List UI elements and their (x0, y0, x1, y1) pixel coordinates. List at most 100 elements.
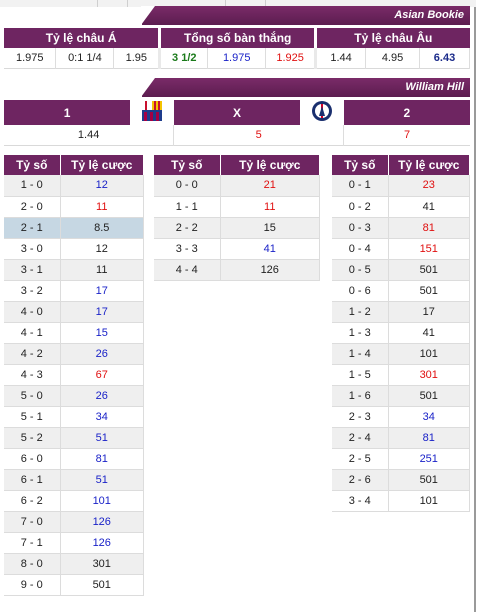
away-team-logo (300, 100, 344, 125)
table-row: 0 - 0 21 (154, 175, 320, 197)
total-goals-header: Tổng số bàn thắng (159, 28, 318, 48)
odds-cell: 12 (60, 238, 144, 260)
draw-header: X (173, 100, 301, 125)
score-cell: 0 - 6 (332, 280, 389, 302)
euro-odds-header: Tỷ lệ châu Âu (315, 28, 470, 48)
odds-cell: 23 (388, 175, 470, 197)
odds-col-header: Tỷ lệ cược (60, 155, 144, 175)
odds-cell: 151 (388, 238, 470, 260)
score-cell: 6 - 2 (4, 490, 61, 512)
score-cell: 2 - 4 (332, 427, 389, 449)
table-row: 5 - 2 51 (4, 427, 144, 449)
score-col-header: Tỷ số (154, 155, 221, 175)
odds-cell: 501 (60, 574, 144, 596)
odds-cell: 26 (60, 343, 144, 365)
score-cell: 1 - 0 (4, 175, 61, 197)
odds-cell: 51 (60, 427, 144, 449)
table-row: 3 - 1 11 (4, 259, 144, 281)
score-cell: 0 - 0 (154, 175, 221, 197)
odds-col-header: Tỷ lệ cược (220, 155, 320, 175)
odds-col-header: Tỷ lệ cược (388, 155, 470, 175)
odds-cell: 17 (388, 301, 470, 323)
away-win-header: 2 (343, 100, 470, 125)
score-cell: 8 - 0 (4, 553, 61, 575)
odds-cell: 21 (220, 175, 320, 197)
home-win-header: 1 (4, 100, 131, 125)
score-cell: 1 - 3 (332, 322, 389, 344)
score-cell: 2 - 5 (332, 448, 389, 470)
odds-cell: 8.5 (60, 217, 144, 239)
table-row: 4 - 3 67 (4, 364, 144, 386)
odds-cell: 301 (60, 553, 144, 575)
table-row: 3 - 4 101 (332, 490, 470, 512)
score-cell: 1 - 2 (332, 301, 389, 323)
odds-cell: 301 (388, 364, 470, 386)
odds-cell: 12 (60, 175, 144, 197)
table-row: 2 - 2 15 (154, 217, 320, 239)
score-cell: 0 - 2 (332, 196, 389, 218)
score-cell: 3 - 4 (332, 490, 389, 512)
odds-cell: 15 (220, 217, 320, 239)
odds-cell: 41 (388, 322, 470, 344)
home-team-logo (130, 100, 174, 125)
asian-odds-away: 1.95 (113, 48, 162, 68)
home-win-odds: 1.44 (4, 125, 175, 145)
score-cell: 2 - 3 (332, 406, 389, 428)
odds-cell: 26 (60, 385, 144, 407)
score-cell: 1 - 1 (154, 196, 221, 218)
table-row: 2 - 1 8.5 (4, 217, 144, 239)
score-col-header: Tỷ số (4, 155, 61, 175)
asian-bookie-odds-table: Tỷ lệ châu Á Tổng số bàn thắng Tỷ lệ châ… (4, 28, 470, 69)
table-row: 2 - 4 81 (332, 427, 470, 449)
table-row: 6 - 1 51 (4, 469, 144, 491)
odds-cell: 501 (388, 280, 470, 302)
asian-handicap-line: 0:1 1/4 (55, 48, 115, 68)
asian-handicap-header: Tỷ lệ châu Á (4, 28, 162, 48)
table-row: 0 - 3 81 (332, 217, 470, 239)
score-cell: 3 - 2 (4, 280, 61, 302)
score-cell: 4 - 2 (4, 343, 61, 365)
tab[interactable] (0, 0, 98, 7)
score-cell: 0 - 5 (332, 259, 389, 281)
tab[interactable] (226, 0, 266, 7)
table-row: 1 - 5 301 (332, 364, 470, 386)
table-row: 3 - 2 17 (4, 280, 144, 302)
table-row: 4 - 1 15 (4, 322, 144, 344)
table-row: 2 - 3 34 (332, 406, 470, 428)
tab[interactable] (128, 0, 226, 7)
score-cell: 4 - 4 (154, 259, 221, 281)
table-row: 4 - 2 26 (4, 343, 144, 365)
odds-cell: 11 (60, 259, 144, 281)
score-cell: 5 - 1 (4, 406, 61, 428)
score-cell: 0 - 3 (332, 217, 389, 239)
table-row: 5 - 0 26 (4, 385, 144, 407)
away-win-odds: 7 (343, 125, 470, 145)
table-row: 0 - 6 501 (332, 280, 470, 302)
total-goals-under: 1.925 (265, 48, 318, 68)
euro-odds-home: 1.44 (315, 48, 367, 68)
odds-cell: 126 (60, 532, 144, 554)
odds-cell: 101 (388, 490, 470, 512)
tab[interactable] (98, 0, 128, 7)
odds-cell: 251 (388, 448, 470, 470)
score-cell: 4 - 0 (4, 301, 61, 323)
score-cell: 3 - 3 (154, 238, 221, 260)
table-row: 7 - 1 126 (4, 532, 144, 554)
score-cell: 7 - 0 (4, 511, 61, 533)
score-cell: 2 - 0 (4, 196, 61, 218)
score-cell: 3 - 1 (4, 259, 61, 281)
score-cell: 0 - 1 (332, 175, 389, 197)
odds-cell: 41 (388, 196, 470, 218)
score-cell: 0 - 4 (332, 238, 389, 260)
score-cell: 3 - 0 (4, 238, 61, 260)
table-row: 7 - 0 126 (4, 511, 144, 533)
table-row: 0 - 1 23 (332, 175, 470, 197)
score-cell: 1 - 4 (332, 343, 389, 365)
odds-cell: 501 (388, 469, 470, 491)
odds-cell: 126 (60, 511, 144, 533)
odds-cell: 126 (220, 259, 320, 281)
score-cell: 1 - 6 (332, 385, 389, 407)
table-row: 9 - 0 501 (4, 574, 144, 596)
table-row: 1 - 1 11 (154, 196, 320, 218)
